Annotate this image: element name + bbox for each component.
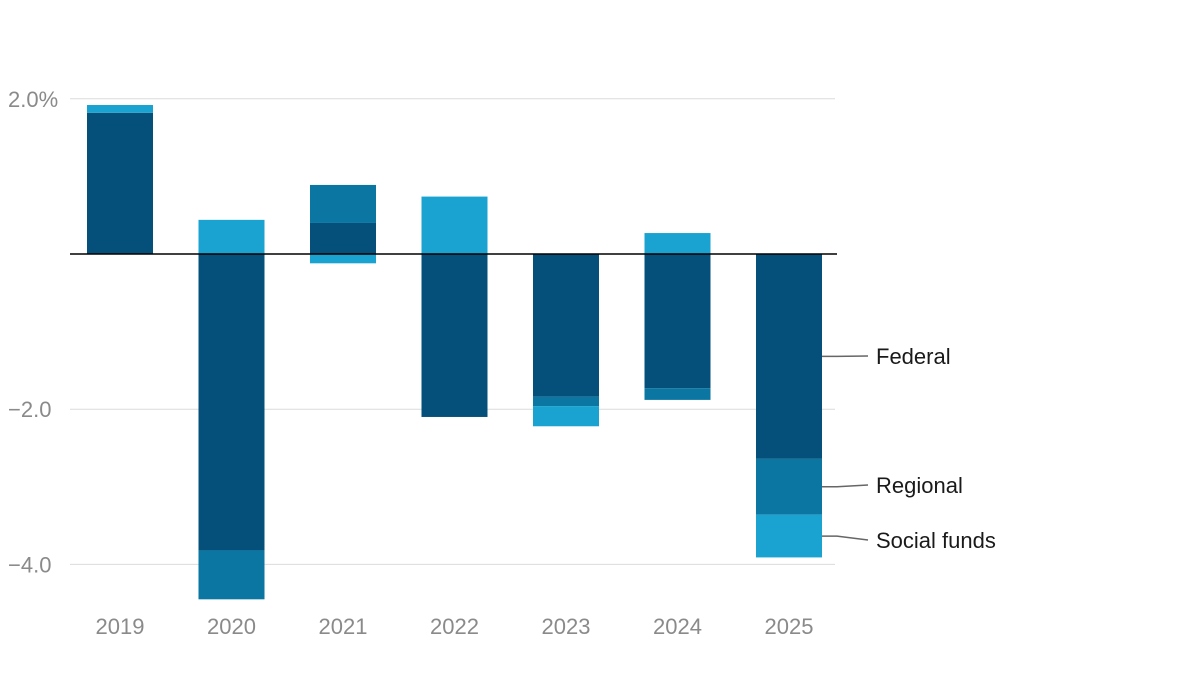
bar-2023-federal	[533, 254, 599, 397]
axes: 2.0% −2.0 −4.0 2019 2020 2021 2022 2023 2024 2025	[8, 87, 837, 639]
bar-2021-regional	[310, 184, 376, 223]
bar-2019-federal	[87, 112, 153, 254]
bar-2022-social-funds	[421, 196, 488, 254]
bar-2022-federal	[421, 254, 488, 417]
x-tick-label: 2019	[96, 614, 145, 639]
legend-label-federal: Federal	[876, 344, 951, 369]
bar-2020-federal	[198, 254, 265, 551]
bar-2024-regional	[644, 388, 711, 400]
bar-2023-regional	[533, 396, 599, 407]
y-tick-label: 2.0%	[8, 87, 58, 112]
x-tick-label: 2023	[542, 614, 591, 639]
bar-2020-regional	[198, 550, 265, 600]
bar-2025-social-funds	[756, 514, 822, 558]
x-tick-label: 2020	[207, 614, 256, 639]
bar-2021-social-funds	[310, 254, 376, 264]
bar-2020-social-funds	[198, 219, 265, 254]
x-tick-label: 2021	[319, 614, 368, 639]
bar-2021-federal	[310, 222, 376, 254]
bar-2025-federal	[756, 254, 822, 459]
bar-2024-federal	[644, 254, 711, 389]
legend-leader-line	[822, 484, 869, 488]
x-tick-label: 2025	[765, 614, 814, 639]
y-tick-label: −2.0	[8, 397, 51, 422]
legend-leader-line	[822, 535, 869, 541]
legend-label-regional: Regional	[876, 473, 963, 498]
x-tick-label: 2022	[430, 614, 479, 639]
legend-label-social-funds: Social funds	[876, 528, 996, 553]
bar-2023-social-funds	[533, 406, 599, 427]
bars	[87, 105, 822, 600]
x-tick-label: 2024	[653, 614, 702, 639]
y-tick-label: −4.0	[8, 552, 51, 577]
legend: Federal Regional Social funds	[822, 344, 996, 553]
bar-2025-regional	[756, 458, 822, 515]
bar-2019-social-funds	[87, 105, 153, 113]
bar-2024-social-funds	[644, 233, 711, 254]
